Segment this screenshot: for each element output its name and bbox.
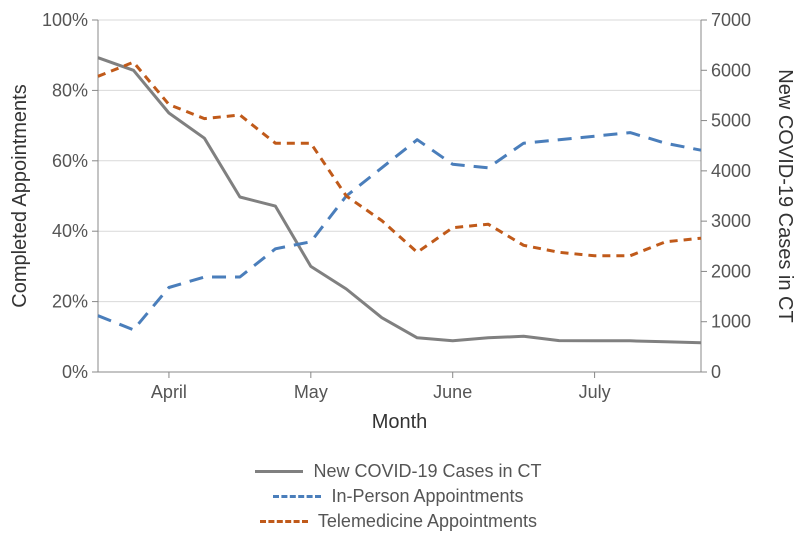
chart-svg: 0% 20% 40% 60% 80% 100% 0 1000 2000 3000 4000 5000 6… — [0, 0, 797, 540]
svg-text:July: July — [579, 382, 611, 402]
svg-text:7000: 7000 — [711, 10, 751, 30]
svg-text:4000: 4000 — [711, 161, 751, 181]
svg-text:6000: 6000 — [711, 60, 751, 80]
legend-swatch-covid — [255, 470, 303, 473]
svg-text:1000: 1000 — [711, 312, 751, 332]
svg-text:April: April — [151, 382, 187, 402]
svg-text:0%: 0% — [62, 362, 88, 382]
chart-container: 0% 20% 40% 60% 80% 100% 0 1000 2000 3000 4000 5000 6… — [0, 0, 797, 540]
svg-text:40%: 40% — [52, 221, 88, 241]
legend-item-inperson: In-Person Appointments — [273, 486, 523, 507]
legend-swatch-inperson — [273, 495, 321, 498]
legend-label: New COVID-19 Cases in CT — [313, 461, 541, 482]
svg-text:20%: 20% — [52, 292, 88, 312]
legend-item-covid: New COVID-19 Cases in CT — [255, 461, 541, 482]
svg-text:2000: 2000 — [711, 261, 751, 281]
svg-text:0: 0 — [711, 362, 721, 382]
svg-text:Month: Month — [372, 411, 428, 433]
svg-text:3000: 3000 — [711, 211, 751, 231]
svg-text:New COVID-19 Cases in CT: New COVID-19 Cases in CT — [774, 69, 796, 322]
legend-label: Telemedicine Appointments — [318, 511, 537, 532]
svg-text:5000: 5000 — [711, 111, 751, 131]
legend: New COVID-19 Cases in CT In-Person Appoi… — [0, 461, 797, 532]
legend-item-telemed: Telemedicine Appointments — [260, 511, 537, 532]
svg-text:60%: 60% — [52, 151, 88, 171]
svg-text:June: June — [433, 382, 472, 402]
svg-text:Completed Appointments: Completed Appointments — [9, 84, 31, 307]
legend-swatch-telemed — [260, 520, 308, 523]
legend-label: In-Person Appointments — [331, 486, 523, 507]
svg-text:80%: 80% — [52, 80, 88, 100]
svg-text:100%: 100% — [42, 10, 88, 30]
svg-text:May: May — [294, 382, 328, 402]
